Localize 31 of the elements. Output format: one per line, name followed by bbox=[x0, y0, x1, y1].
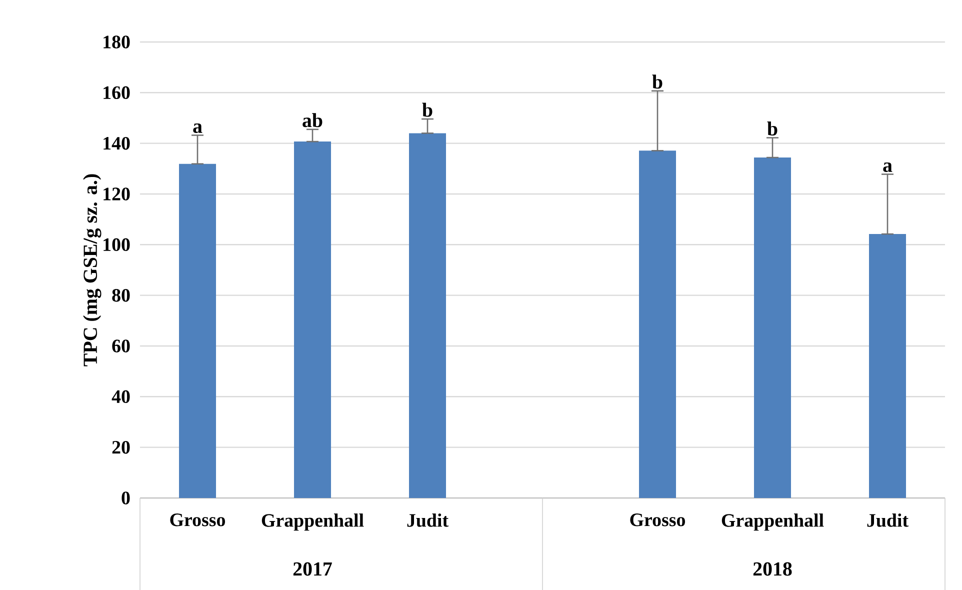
bar bbox=[294, 141, 332, 498]
y-axis-title: TPC (mg GSE/g sz. a.) bbox=[83, 174, 102, 366]
bar bbox=[754, 157, 792, 498]
y-tick-label: 20 bbox=[112, 440, 130, 454]
x-tick-label: Grappenhall bbox=[722, 513, 824, 530]
annotation: ab bbox=[302, 112, 322, 127]
y-tick-label: 180 bbox=[104, 35, 130, 48]
annotation: b bbox=[422, 102, 432, 117]
y-tick-label: 120 bbox=[104, 187, 130, 200]
text: 2017 bbox=[293, 562, 332, 576]
annotation: b bbox=[652, 74, 662, 88]
x-tick-label: Grosso bbox=[630, 513, 685, 526]
y-tick-label: 100 bbox=[104, 238, 130, 251]
y-tick-label: 40 bbox=[112, 390, 130, 403]
annotation: b bbox=[767, 121, 778, 136]
x-tick-label: Judit bbox=[407, 513, 448, 527]
bar bbox=[179, 164, 216, 498]
text: 2018 bbox=[753, 562, 792, 576]
annotation: a bbox=[193, 123, 202, 133]
y-tick-label: 0 bbox=[122, 491, 130, 504]
bar bbox=[639, 150, 676, 498]
y-tick-label: 80 bbox=[112, 288, 130, 302]
bar bbox=[869, 234, 906, 498]
bar bbox=[409, 133, 446, 498]
annotation: a bbox=[883, 162, 892, 172]
y-tick-label: 60 bbox=[112, 339, 130, 352]
x-tick-label: Judit bbox=[867, 513, 908, 527]
y-tick-label: 160 bbox=[104, 86, 130, 99]
x-tick-label: Grosso bbox=[170, 513, 225, 526]
y-tick-label: 140 bbox=[104, 136, 130, 150]
x-tick-label: Grappenhall bbox=[262, 513, 364, 530]
